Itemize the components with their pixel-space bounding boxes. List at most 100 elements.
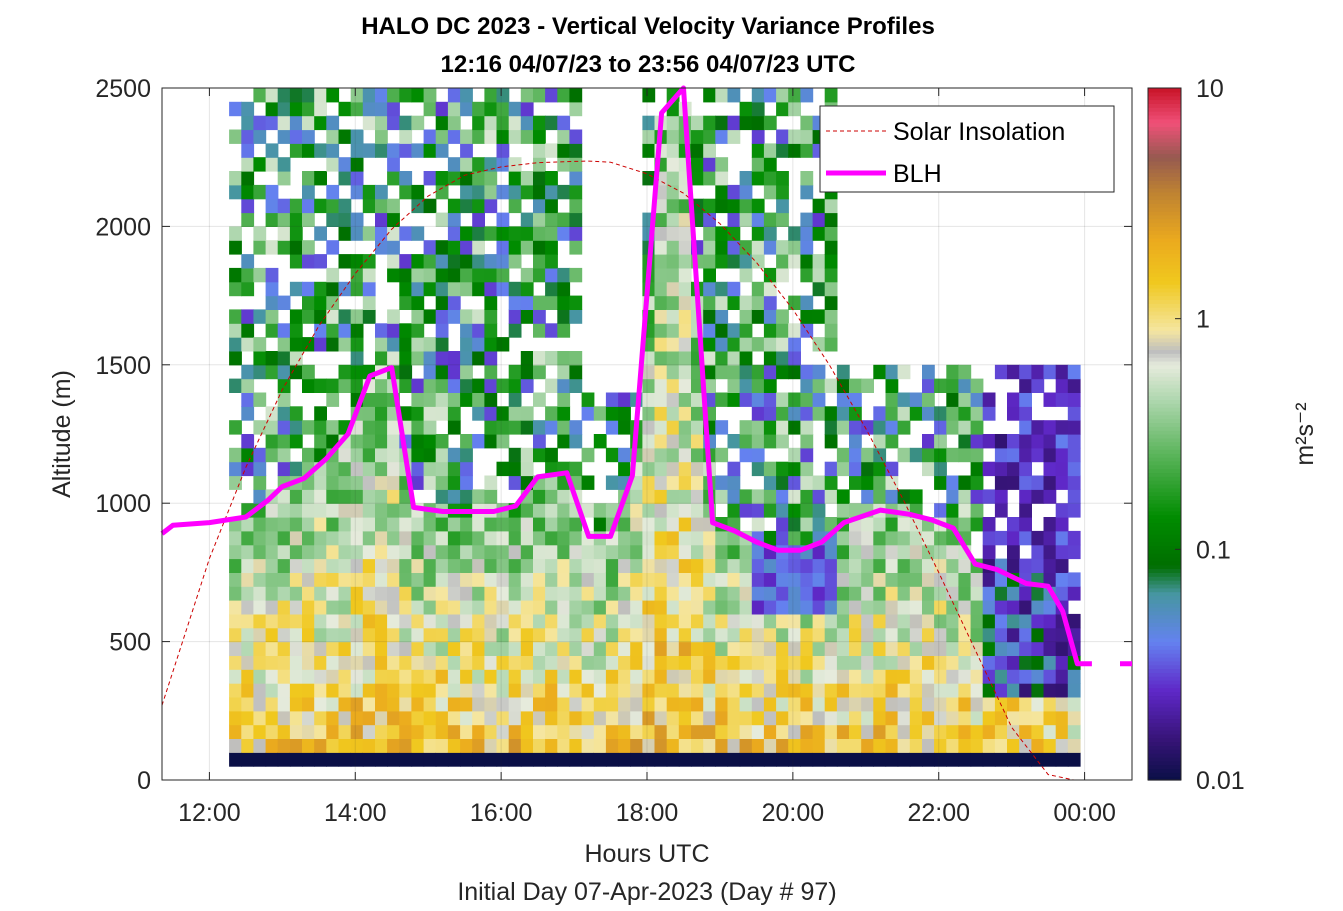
heatmap-cell <box>338 447 352 463</box>
heatmap-cell <box>788 254 801 269</box>
heatmap-cell <box>922 586 935 601</box>
heatmap-cell <box>763 378 777 393</box>
heatmap-cell <box>484 641 498 656</box>
heatmap-cell <box>1019 364 1032 380</box>
heatmap-cell <box>593 738 607 753</box>
heatmap-cell <box>350 544 364 560</box>
heatmap-cell <box>1055 752 1069 767</box>
heatmap-cell <box>253 738 267 753</box>
heatmap-cell <box>788 655 801 670</box>
heatmap-cell <box>435 627 449 643</box>
heatmap-cell <box>460 558 473 573</box>
x-tick-label: 12:00 <box>178 799 241 827</box>
heatmap-cell <box>776 171 789 186</box>
heatmap-cell <box>265 683 279 698</box>
heatmap-cell <box>958 627 972 643</box>
colorbar-band <box>1148 195 1181 201</box>
heatmap-cell <box>800 641 814 656</box>
heatmap-cell <box>314 710 327 726</box>
heatmap-cell <box>484 281 498 297</box>
colorbar-band <box>1148 549 1181 554</box>
heatmap-cell <box>715 669 729 684</box>
colorbar-band <box>1148 645 1181 650</box>
heatmap-cell <box>958 600 972 615</box>
heatmap-cell <box>411 710 425 726</box>
heatmap-cell <box>824 461 838 477</box>
heatmap-cell <box>362 420 376 435</box>
heatmap-cell <box>399 295 413 310</box>
heatmap-cell <box>1007 669 1020 684</box>
heatmap-cell <box>654 392 668 407</box>
heatmap-cell <box>557 392 571 407</box>
heatmap-cell <box>399 724 413 739</box>
heatmap-cell <box>435 254 449 269</box>
heatmap-cell <box>1007 627 1020 643</box>
heatmap-cell <box>630 655 643 670</box>
heatmap-cell <box>849 586 862 601</box>
heatmap-cell <box>970 613 984 629</box>
heatmap-cell <box>557 129 571 144</box>
heatmap-cell <box>739 600 753 615</box>
heatmap-cell <box>909 530 923 546</box>
heatmap-cell <box>861 517 874 532</box>
heatmap-cell <box>277 129 291 144</box>
heatmap-cell <box>824 420 838 435</box>
heatmap-cell <box>958 364 972 380</box>
heatmap-cell <box>460 309 473 324</box>
heatmap-cell <box>423 420 437 435</box>
heatmap-cell <box>1019 600 1032 615</box>
heatmap-cell <box>520 101 534 117</box>
x-tick-label: 14:00 <box>324 799 387 827</box>
heatmap-cell <box>1019 461 1032 477</box>
heatmap-cell <box>630 752 643 767</box>
heatmap-cell <box>411 88 425 103</box>
heatmap-cell <box>557 641 571 656</box>
heatmap-cell <box>897 530 911 546</box>
heatmap-cell <box>375 143 388 158</box>
heatmap-cell <box>411 572 425 587</box>
heatmap-cell <box>423 572 437 587</box>
heatmap-cell <box>496 530 510 546</box>
heatmap-cell <box>569 143 583 158</box>
heatmap-cell <box>387 530 400 546</box>
heatmap-cell <box>545 226 558 241</box>
heatmap-cell <box>460 544 473 560</box>
heatmap-cell <box>812 710 826 726</box>
heatmap-cell <box>472 558 485 573</box>
heatmap-cell <box>934 738 947 753</box>
heatmap-cell <box>861 683 874 698</box>
heatmap-cell <box>253 226 267 241</box>
heatmap-cell <box>533 655 546 670</box>
heatmap-cell <box>751 697 765 712</box>
heatmap-cell <box>241 600 255 615</box>
heatmap-cell <box>545 752 558 767</box>
colorbar-band <box>1148 168 1181 174</box>
heatmap-cell <box>350 572 364 587</box>
heatmap-cell <box>666 503 680 518</box>
heatmap-cell <box>253 447 267 463</box>
heatmap-cell <box>703 738 716 753</box>
heatmap-cell <box>508 254 522 269</box>
heatmap-cell <box>909 724 923 739</box>
heatmap-cell <box>581 724 595 739</box>
heatmap-cell <box>751 600 765 615</box>
heatmap-cell <box>472 281 485 297</box>
heatmap-cell <box>229 530 242 546</box>
heatmap-cell <box>751 489 765 504</box>
heatmap-cell <box>557 613 571 629</box>
heatmap-cell <box>970 586 984 601</box>
heatmap-cell <box>533 558 546 573</box>
heatmap-cell <box>994 572 1008 587</box>
heatmap-cell <box>496 254 510 269</box>
heatmap-cell <box>460 461 473 477</box>
heatmap-cell <box>508 184 522 200</box>
heatmap-cell <box>484 544 498 560</box>
heatmap-cell <box>277 115 291 131</box>
heatmap-cell <box>472 337 485 352</box>
heatmap-cell <box>314 697 327 712</box>
heatmap-cell <box>265 240 279 255</box>
heatmap-cell <box>338 530 352 546</box>
heatmap-cell <box>338 378 352 393</box>
heatmap-cell <box>739 295 753 310</box>
heatmap-cell <box>739 101 753 117</box>
